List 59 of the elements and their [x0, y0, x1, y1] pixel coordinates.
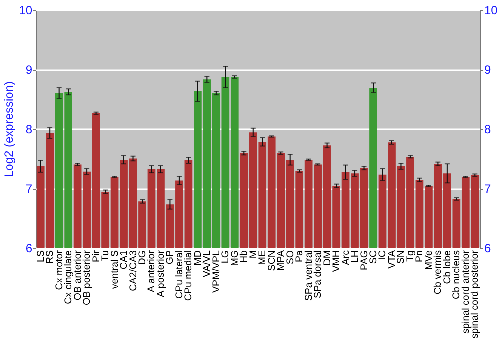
y-tick-label: 9 — [26, 63, 33, 77]
x-tick-label: Hb — [239, 250, 250, 264]
x-tick-label: CPu medial — [184, 250, 195, 302]
x-tick-label: OB anterior — [72, 250, 84, 301]
x-tick-label: PAG — [359, 250, 370, 270]
x-tick-label: VTA — [386, 250, 398, 269]
x-tick-label: IC — [378, 250, 389, 260]
y-axis-title: Log2 (expression) — [2, 81, 16, 178]
x-tick-label: ventral S — [110, 250, 121, 290]
x-tick-label: Tu — [100, 250, 112, 262]
y-tick-label: 8 — [26, 122, 33, 136]
x-tick-label: Pa — [294, 250, 306, 262]
x-tick-label: A anterior — [146, 250, 158, 292]
x-tick-label: MVe — [424, 250, 435, 270]
y2-tick-label: 7 — [484, 182, 492, 196]
x-tick-label: spinal cord anterior — [460, 250, 472, 334]
x-tick-label: Cb lobe — [442, 250, 454, 284]
x-tick-label: VA/VL — [202, 250, 214, 278]
x-tick-label: SN — [396, 250, 408, 264]
x-tick-label: Tg — [405, 250, 416, 262]
x-tick-label: MPA — [276, 250, 288, 272]
x-tick-label: DM — [322, 250, 334, 266]
y2-tick-label: 10 — [484, 4, 498, 18]
x-tick-label: Cx motor — [54, 250, 66, 290]
x-tick-label: CA1 — [119, 250, 130, 270]
y-tick-label: 7 — [26, 182, 33, 196]
y2-tick-label: 9 — [484, 63, 492, 77]
x-tick-label: SPa ventral — [304, 250, 315, 302]
x-tick-label: VPM/VPL — [211, 250, 222, 293]
y2-tick-label: 6 — [484, 242, 492, 256]
x-tick-label: CPu lateral — [174, 250, 186, 299]
x-tick-label: Pir — [91, 250, 102, 262]
x-tick-label: M — [248, 250, 260, 259]
x-tick-label: SC — [368, 250, 380, 264]
x-tick-label: RS — [45, 250, 56, 264]
x-tick-label: Arc — [340, 250, 352, 266]
x-tick-label: spinal cord posterior — [470, 250, 482, 339]
x-tick-label: LG — [220, 250, 232, 264]
x-tick-label: CA2/CA3 — [128, 250, 140, 292]
x-tick-label: Cb nucleus — [452, 250, 463, 300]
x-tick-label: DG — [137, 250, 148, 266]
x-tick-label: MD — [192, 250, 204, 266]
x-tick-label: ME — [258, 250, 269, 266]
x-tick-label: SPa dorsal — [313, 250, 324, 298]
x-tick-label: LS — [36, 250, 47, 262]
x-tick-label: A posterior — [156, 250, 167, 298]
x-tick-label: SO — [285, 250, 296, 265]
x-tick-label: Cx cingulate — [64, 250, 75, 304]
x-tick-label: MG — [230, 250, 241, 266]
x-tick-label: GP — [165, 250, 176, 265]
x-tick-label: Cb vermis — [433, 250, 444, 295]
x-tick-label: OB posterior — [82, 250, 94, 306]
x-tick-label: VMH — [332, 250, 343, 272]
x-tick-label: SCN — [266, 250, 278, 272]
y2-tick-label: 8 — [484, 122, 492, 136]
x-tick-label: LH — [350, 250, 362, 264]
y-tick-label: 6 — [26, 242, 33, 256]
x-tick-label: Pn — [414, 250, 426, 262]
y-tick-label: 10 — [19, 4, 33, 18]
